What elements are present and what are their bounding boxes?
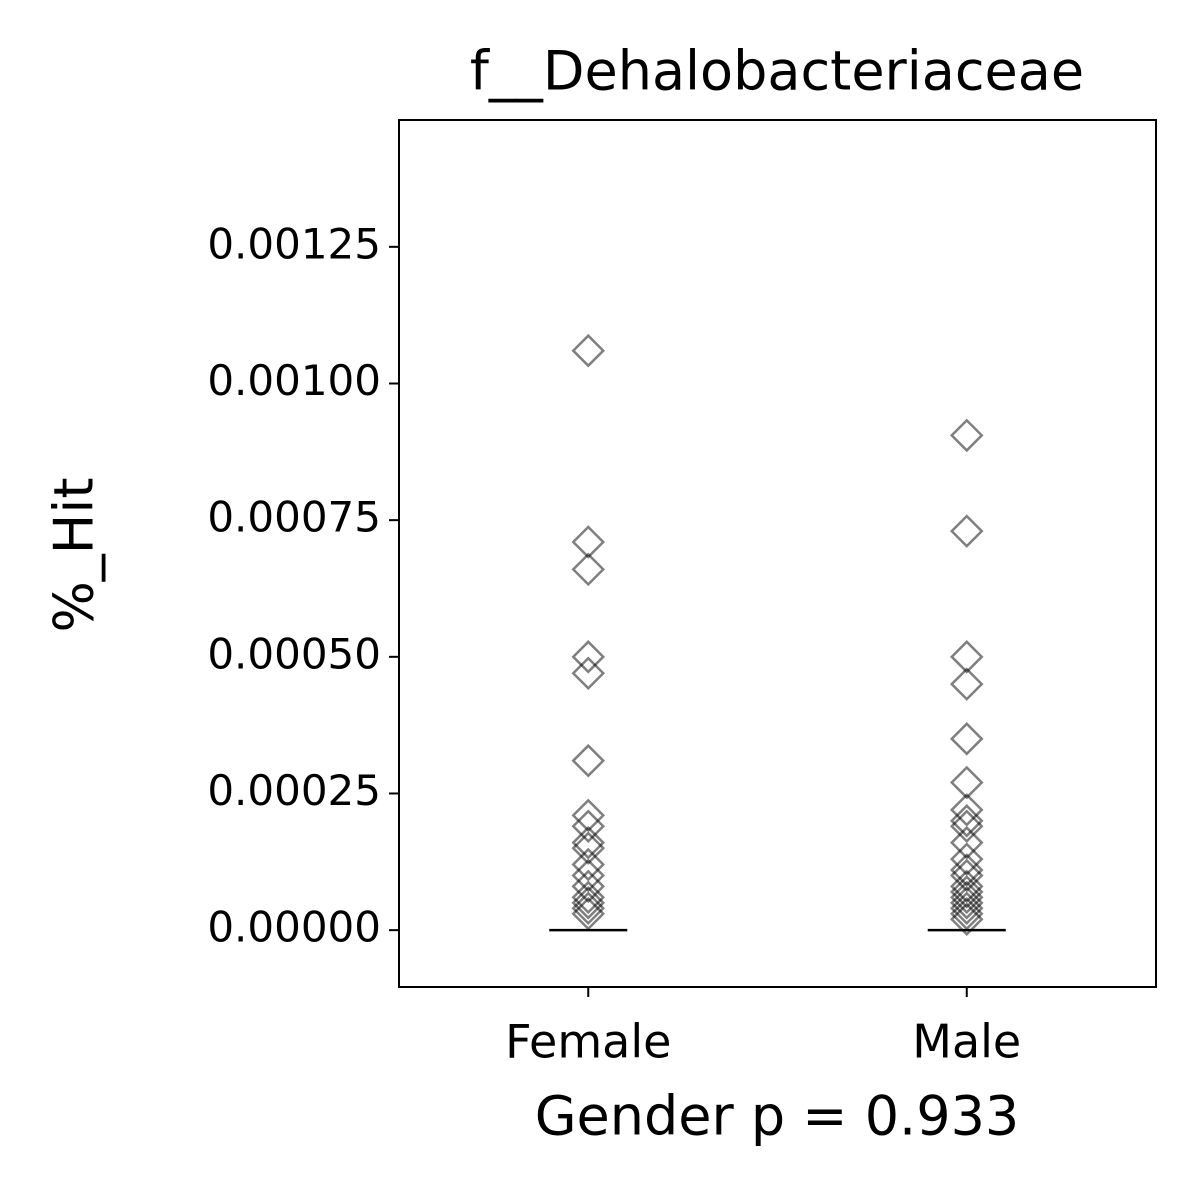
point [949,793,984,827]
chart-title: f__Dehalobacteriaceae [470,40,1084,103]
point [571,552,606,587]
point [949,804,984,838]
point [949,722,984,756]
point [571,869,606,904]
y-tick-label: 0.00025 [207,766,381,815]
point [571,640,606,674]
point [949,896,984,931]
point [949,667,984,701]
point [571,798,606,833]
point [949,640,984,674]
point [571,858,606,893]
point [949,418,984,453]
point [949,875,984,909]
point [949,842,984,876]
point [571,333,606,368]
point [949,853,984,887]
y-axis-label: %_Hit [43,477,106,632]
point [571,825,606,860]
point [571,891,606,926]
point [571,525,606,559]
point [949,514,984,548]
x-tick-label: Male [912,1015,1021,1069]
point [949,825,984,860]
point [571,896,606,931]
point [571,656,606,690]
point [949,869,984,904]
x-axis-label: Gender p = 0.933 [535,1085,1020,1148]
y-tick-label: 0.00050 [207,629,381,678]
y-tick-label: 0.00100 [207,356,381,405]
plot-frame [398,119,1157,988]
point [949,886,984,920]
point [571,831,606,865]
point [949,858,984,893]
point [571,886,606,920]
point [571,847,606,882]
y-tick-label: 0.00125 [207,219,381,268]
point [949,880,984,915]
point [949,891,984,926]
point [949,902,984,936]
point [571,743,606,778]
y-tick-label: 0.00075 [207,493,381,542]
point [949,765,984,800]
point [571,880,606,915]
point [949,809,984,844]
point [571,809,606,844]
y-tick-label: 0.00000 [207,903,381,952]
x-tick-label: Female [505,1015,671,1069]
